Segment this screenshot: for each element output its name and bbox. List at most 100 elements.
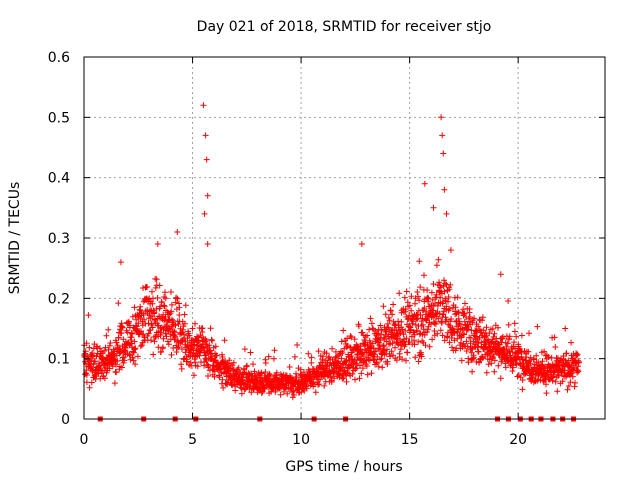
data-point xyxy=(115,300,122,307)
data-point xyxy=(178,361,185,368)
data-point xyxy=(392,344,398,351)
data-point xyxy=(113,339,120,346)
data-point xyxy=(113,361,119,368)
data-point xyxy=(271,347,278,354)
data-point xyxy=(552,361,559,368)
data-point xyxy=(417,312,424,318)
y-tick-label: 0 xyxy=(61,412,70,428)
data-point xyxy=(276,385,282,392)
data-point xyxy=(491,368,498,375)
data-point xyxy=(541,348,548,355)
y-tick-label: 0.2 xyxy=(48,291,70,307)
data-point xyxy=(438,320,445,326)
data-point xyxy=(426,343,433,350)
data-point xyxy=(121,357,128,364)
data-point xyxy=(351,336,358,343)
data-point xyxy=(141,316,148,323)
data-point xyxy=(526,330,532,337)
data-point xyxy=(205,373,211,379)
data-point xyxy=(320,353,326,360)
data-point xyxy=(305,350,312,357)
data-point xyxy=(203,338,210,344)
data-point xyxy=(111,380,118,387)
data-point xyxy=(149,324,156,331)
data-point xyxy=(439,332,446,339)
data-point xyxy=(327,374,334,381)
data-point xyxy=(131,346,138,353)
data-point xyxy=(371,351,378,358)
data-point xyxy=(383,328,390,335)
data-point xyxy=(226,357,233,364)
data-point xyxy=(448,316,455,322)
data-point xyxy=(543,381,549,388)
data-point xyxy=(542,352,549,359)
data-point xyxy=(178,365,185,372)
data-point xyxy=(230,359,237,366)
data-point xyxy=(421,180,428,187)
data-point xyxy=(452,304,459,311)
y-axis-label: SRMTID / TECUs xyxy=(7,182,23,295)
data-point xyxy=(483,324,490,331)
data-point xyxy=(468,344,475,351)
data-point xyxy=(195,337,202,344)
data-point xyxy=(406,302,413,309)
data-point xyxy=(174,295,181,302)
data-point xyxy=(399,326,406,333)
data-point xyxy=(162,289,168,296)
data-point xyxy=(129,313,136,320)
data-point xyxy=(544,368,551,375)
data-point xyxy=(206,367,213,374)
data-point xyxy=(169,316,175,323)
data-point xyxy=(461,310,468,317)
data-point xyxy=(315,348,322,355)
data-point xyxy=(511,339,517,346)
data-point xyxy=(378,327,385,334)
data-point xyxy=(316,381,323,388)
data-point xyxy=(375,326,382,333)
data-points xyxy=(81,102,582,422)
data-point xyxy=(399,356,406,363)
data-point xyxy=(173,294,180,301)
data-point xyxy=(495,324,501,331)
data-point xyxy=(207,347,214,354)
data-point xyxy=(565,357,572,364)
data-point xyxy=(334,359,341,366)
data-point xyxy=(118,330,125,336)
data-point xyxy=(148,337,154,344)
data-point xyxy=(129,330,136,337)
data-point xyxy=(380,342,387,349)
data-point xyxy=(359,329,366,336)
data-point xyxy=(463,348,470,354)
data-point xyxy=(533,352,540,359)
data-point xyxy=(485,361,492,368)
data-point xyxy=(247,349,254,356)
data-point xyxy=(151,338,158,345)
data-point xyxy=(348,334,355,341)
data-point xyxy=(182,302,189,309)
data-point xyxy=(567,379,574,386)
data-point xyxy=(568,339,575,346)
data-point xyxy=(373,359,380,366)
data-point xyxy=(531,356,537,362)
data-point xyxy=(172,322,179,329)
data-point xyxy=(384,346,390,353)
data-point xyxy=(157,332,164,338)
data-point xyxy=(439,132,446,139)
data-point xyxy=(378,331,385,338)
data-point xyxy=(160,302,167,309)
data-point xyxy=(364,371,371,378)
data-point xyxy=(339,349,346,356)
data-point xyxy=(442,280,449,287)
data-point xyxy=(575,359,582,365)
data-point xyxy=(510,364,517,371)
data-point xyxy=(238,390,245,397)
data-point xyxy=(509,368,516,374)
data-point xyxy=(189,325,196,332)
data-point xyxy=(424,287,431,294)
data-point xyxy=(355,323,362,330)
data-point xyxy=(519,386,526,393)
data-point xyxy=(475,340,482,347)
data-point xyxy=(262,369,269,375)
data-point xyxy=(447,247,454,254)
